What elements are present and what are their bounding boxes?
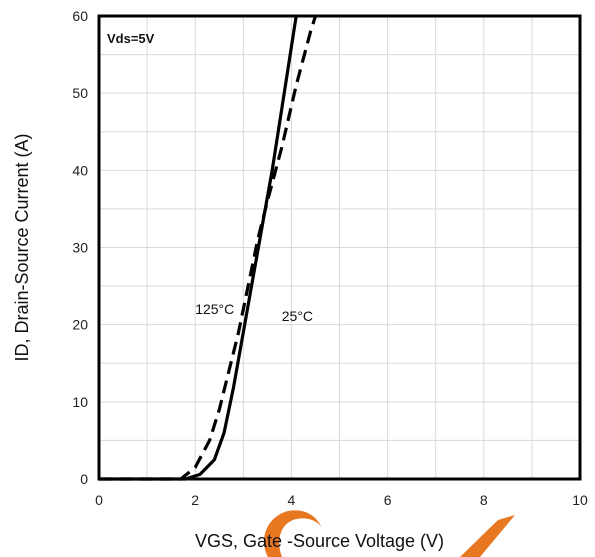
- x-tick-label: 6: [384, 492, 392, 508]
- y-tick-labels: 0 10 20 30 40 50 60: [72, 8, 88, 487]
- series-line-25c: [99, 15, 298, 481]
- x-axis-label: VGS, Gate -Source Voltage (V): [195, 531, 444, 551]
- x-tick-label: 4: [288, 492, 296, 508]
- watermark-stroke: [460, 515, 515, 557]
- y-tick-label: 60: [72, 8, 88, 24]
- y-tick-label: 50: [72, 85, 88, 101]
- x-tick-label: 0: [95, 492, 103, 508]
- watermark-arc: [264, 510, 322, 557]
- x-tick-labels: 0 2 4 6 8 10: [95, 492, 588, 508]
- y-tick-label: 40: [72, 162, 88, 178]
- annotations: 125°C 25°C: [195, 301, 313, 324]
- plot-frame: [97, 14, 582, 481]
- y-tick-label: 20: [72, 317, 88, 333]
- y-tick-label: 0: [80, 471, 88, 487]
- y-tick-label: 30: [72, 240, 88, 256]
- x-tick-label: 8: [480, 492, 488, 508]
- y-tick-label: 10: [72, 394, 88, 410]
- x-tick-label: 2: [191, 492, 199, 508]
- series-layer: [99, 15, 318, 481]
- series-annotation: 125°C: [195, 301, 234, 317]
- series-line-125c: [99, 15, 318, 481]
- series-annotation: 25°C: [282, 308, 313, 324]
- condition-label: Vds=5V: [107, 31, 155, 46]
- y-axis-label: ID, Drain-Source Current (A): [12, 133, 32, 361]
- x-tick-label: 10: [572, 492, 588, 508]
- gridlines: [99, 16, 580, 479]
